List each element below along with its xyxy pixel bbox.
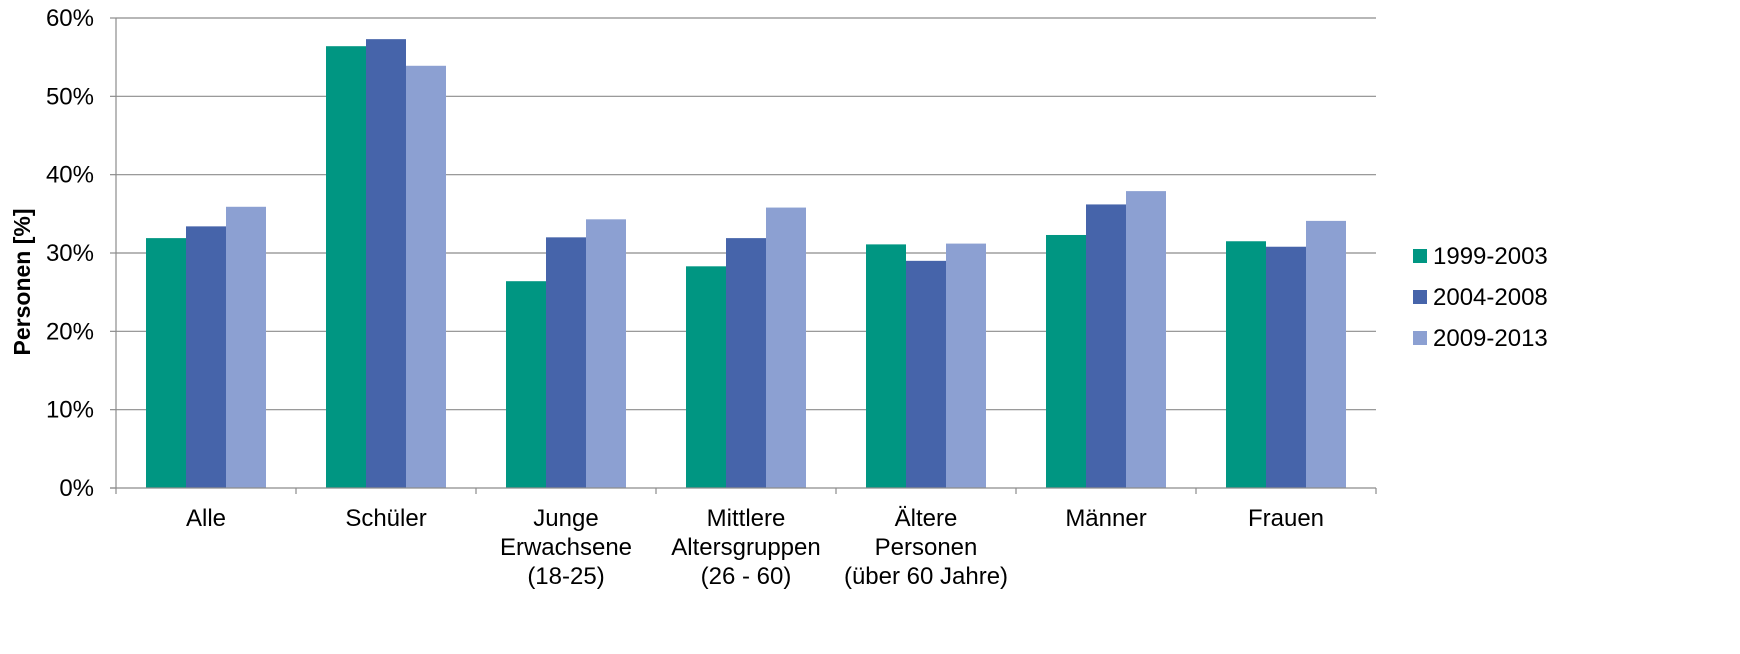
x-category-label-line: (über 60 Jahre): [844, 563, 1008, 590]
bar: [326, 46, 366, 488]
bar: [506, 281, 546, 488]
bar: [406, 65, 446, 489]
x-category-label-line: (26 - 60): [701, 563, 792, 590]
bar: [366, 39, 406, 489]
bar: [686, 266, 726, 488]
bar: [1226, 241, 1266, 488]
bar: [1126, 191, 1166, 488]
legend-label: 1999-2003: [1433, 243, 1548, 270]
bar: [726, 238, 766, 488]
x-category-label-line: Ältere: [895, 505, 958, 532]
x-category-label: Männer: [1065, 505, 1146, 532]
bar: [1086, 204, 1126, 488]
legend-swatch: [1413, 331, 1427, 345]
x-category-label-line: Männer: [1065, 505, 1146, 532]
x-category-label-line: Altersgruppen: [671, 534, 820, 561]
bar: [186, 226, 226, 488]
y-tick-label: 40%: [46, 162, 94, 189]
x-category-label-line: Personen: [875, 534, 978, 561]
legend-label: 2004-2008: [1433, 284, 1548, 311]
x-category-label: Mittlere Altersgruppen (26 - 60): [671, 505, 820, 590]
bar: [866, 244, 906, 488]
y-tick-label: 60%: [46, 5, 94, 32]
y-tick-label: 30%: [46, 240, 94, 267]
bars: [146, 39, 1346, 489]
x-category-label: Alle: [186, 505, 226, 532]
x-axis-category-labels: Alle Schüler Junge Erwachsene (18-25) Mittler…: [186, 505, 1324, 590]
x-category-label: Schüler: [345, 505, 426, 532]
x-category-label-line: Schüler: [345, 505, 426, 532]
legend-swatch: [1413, 290, 1427, 304]
x-category-label-line: Junge: [533, 505, 598, 532]
x-category-label: Junge Erwachsene (18-25): [500, 505, 632, 590]
legend-swatch: [1413, 249, 1427, 263]
x-category-label-line: Alle: [186, 505, 226, 532]
legend: 1999-2003 2004-2008 2009-2013: [1413, 243, 1548, 352]
y-tick-label: 0%: [59, 475, 94, 502]
bar: [1266, 246, 1306, 488]
y-axis-tick-labels: 0% 10% 20% 30% 40% 50% 60%: [46, 5, 94, 502]
x-category-label: Frauen: [1248, 505, 1324, 532]
bar: [146, 238, 186, 488]
y-tick-label: 20%: [46, 318, 94, 345]
y-tick-label: 10%: [46, 397, 94, 424]
legend-label: 2009-2013: [1433, 325, 1548, 352]
y-tick-label: 50%: [46, 83, 94, 110]
y-axis-title: Personen [%]: [9, 209, 35, 356]
bar: [946, 243, 986, 488]
x-category-label-line: Erwachsene: [500, 534, 632, 561]
bar: [766, 207, 806, 489]
bar: [906, 260, 946, 488]
axes: [110, 17, 1377, 494]
x-category-label-line: Mittlere: [707, 505, 786, 532]
bar: [1046, 234, 1086, 488]
x-category-label: Ältere Personen (über 60 Jahre): [844, 505, 1008, 590]
bar: [586, 219, 626, 489]
bar: [546, 237, 586, 488]
x-category-label-line: (18-25): [527, 563, 604, 590]
bar: [226, 206, 266, 489]
bar: [1306, 220, 1346, 488]
x-category-label-line: Frauen: [1248, 505, 1324, 532]
